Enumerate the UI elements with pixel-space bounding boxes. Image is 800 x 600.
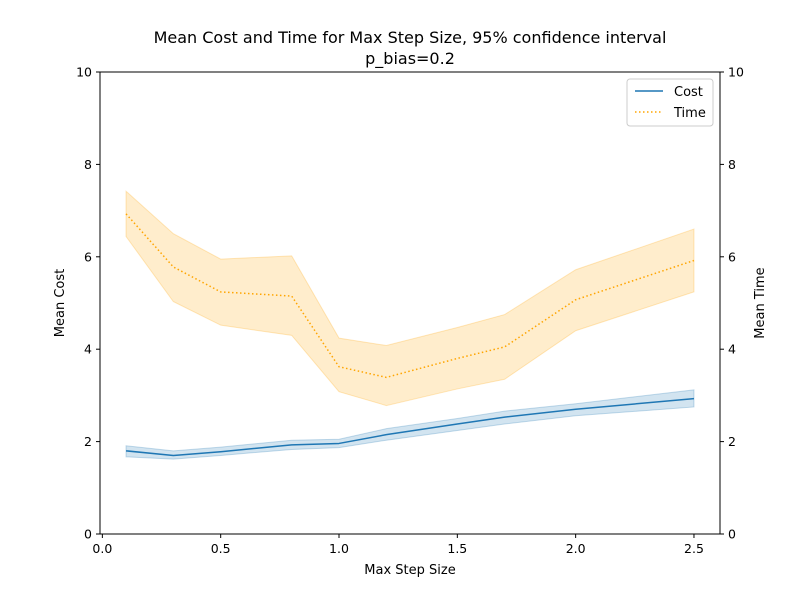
- y-tick-label-right: 8: [728, 157, 736, 172]
- y-tick-label-left: 4: [84, 342, 92, 357]
- series-line-time: [125, 213, 695, 379]
- x-tick-label: 0.0: [92, 541, 112, 556]
- chart-title: Mean Cost and Time for Max Step Size, 95…: [154, 28, 667, 47]
- chart-subtitle: p_bias=0.2: [365, 49, 455, 69]
- y-tick-label-right: 6: [728, 249, 736, 264]
- series-line-cost: [125, 397, 695, 457]
- x-tick-label: 0.5: [211, 541, 231, 556]
- x-tick-label: 1.0: [329, 541, 349, 556]
- legend-label-time: Time: [673, 106, 706, 121]
- y-tick-label-left: 8: [84, 157, 92, 172]
- x-tick-label: 2.5: [684, 541, 704, 556]
- y-axis-label-right: Mean Time: [753, 267, 768, 338]
- y-tick-label-right: 10: [728, 65, 744, 80]
- y-tick-label-left: 0: [84, 527, 92, 542]
- y-tick-label-right: 4: [728, 342, 736, 357]
- ci-band-time: [125, 190, 695, 407]
- legend-label-cost: Cost: [674, 85, 703, 100]
- y-tick-label-right: 2: [728, 434, 736, 449]
- ci-band-cost: [125, 389, 695, 460]
- y-axis-label-left: Mean Cost: [53, 269, 68, 337]
- plot-frame: [99, 71, 721, 535]
- y-tick-label-left: 6: [84, 249, 92, 264]
- x-tick-label: 2.0: [566, 541, 586, 556]
- x-axis-label: Max Step Size: [364, 563, 455, 578]
- y-tick-label-left: 2: [84, 434, 92, 449]
- y-tick-label-left: 10: [76, 65, 92, 80]
- x-tick-label: 1.5: [447, 541, 467, 556]
- legend: Cost Time: [626, 78, 714, 127]
- y-tick-label-right: 0: [728, 527, 736, 542]
